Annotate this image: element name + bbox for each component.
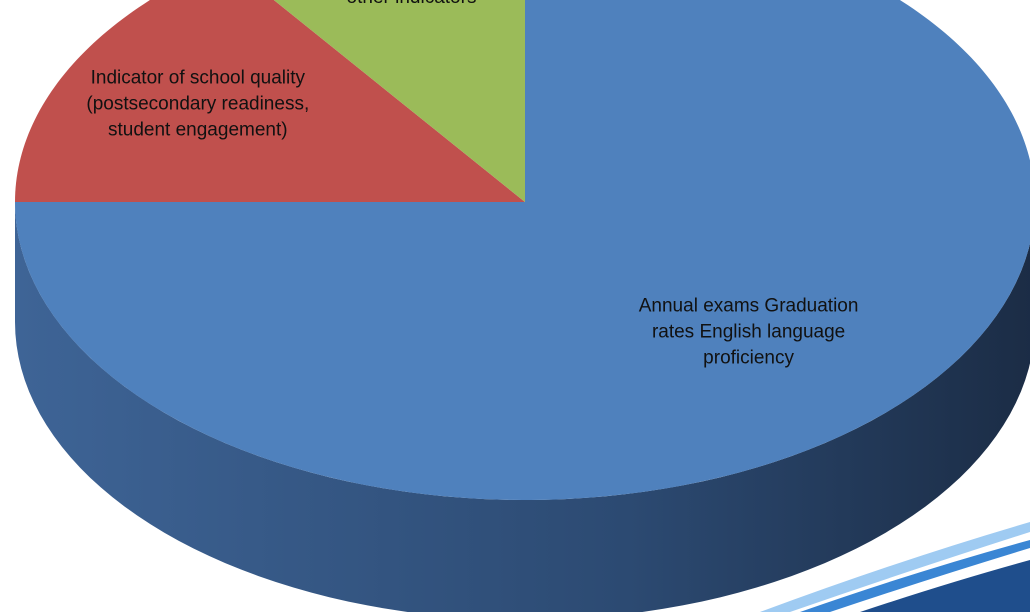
slice-label-1-line-1: (postsecondary readiness,: [86, 94, 309, 115]
pie-top-layer: [15, 0, 1030, 500]
pie-side-0: [15, 202, 1030, 612]
swoosh-band-1: [800, 540, 1030, 612]
slice-label-1-line-2: student engagement): [108, 120, 288, 141]
swoosh-band-2: [860, 560, 1030, 612]
slice-label-2-line-0: other indicators: [347, 0, 477, 8]
slice-label-0-line-0: Annual exams Graduation: [639, 296, 859, 317]
pie-slice-1: [15, 0, 525, 202]
swoosh-band-0: [760, 522, 1030, 612]
pie-label-layer: Annual exams Graduation rates English lan…: [86, 0, 858, 369]
pie-slice-2: [273, 0, 525, 202]
corner-swoosh: [760, 522, 1030, 612]
pie-slice-0: [15, 0, 1030, 500]
slice-label-0-line-1: rates English language: [652, 322, 845, 343]
slice-label-1-line-0: Indicator of school quality: [91, 68, 306, 89]
slice-label-0-line-2: proficiency: [703, 348, 794, 369]
pie-side-layer: [15, 202, 1030, 612]
